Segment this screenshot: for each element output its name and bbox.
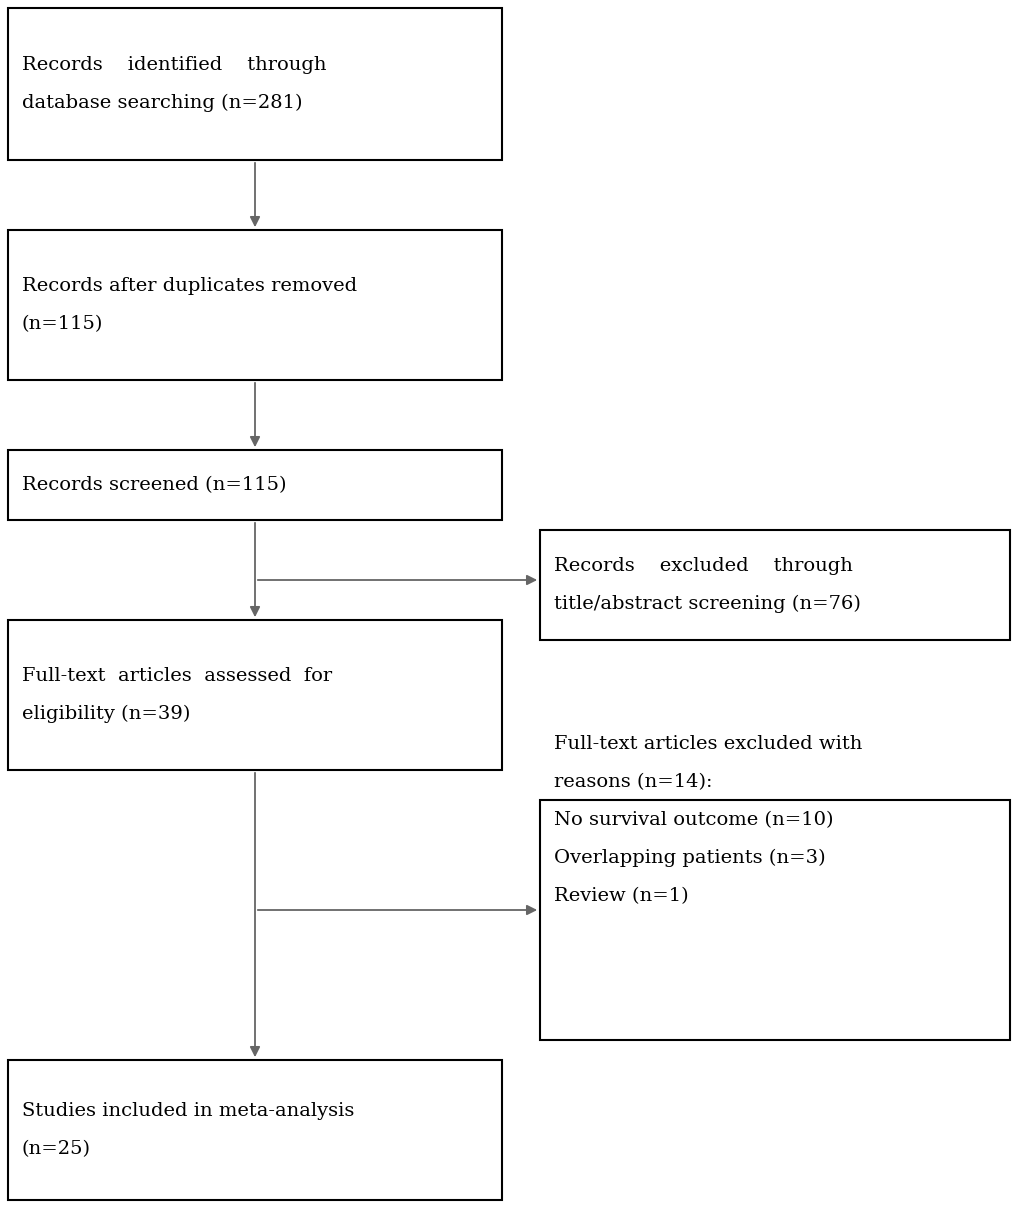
- Bar: [8, 620, 501, 770]
- Text: Records    excluded    through: Records excluded through: [553, 557, 852, 575]
- Text: No survival outcome (n=10): No survival outcome (n=10): [553, 811, 833, 829]
- Bar: [539, 800, 1009, 1040]
- Text: Full-text  articles  assessed  for: Full-text articles assessed for: [22, 667, 332, 686]
- Text: (n=115): (n=115): [22, 316, 103, 332]
- Text: Records after duplicates removed: Records after duplicates removed: [22, 277, 357, 295]
- Bar: [8, 8, 501, 160]
- Text: Full-text articles excluded with: Full-text articles excluded with: [553, 735, 861, 753]
- Text: Studies included in meta-analysis: Studies included in meta-analysis: [22, 1101, 354, 1120]
- Text: eligibility (n=39): eligibility (n=39): [22, 705, 191, 723]
- Text: Overlapping patients (n=3): Overlapping patients (n=3): [553, 849, 824, 867]
- Text: (n=25): (n=25): [22, 1140, 91, 1158]
- Text: database searching (n=281): database searching (n=281): [22, 94, 303, 112]
- Text: title/abstract screening (n=76): title/abstract screening (n=76): [553, 595, 860, 613]
- Text: reasons (n=14):: reasons (n=14):: [553, 773, 712, 791]
- Bar: [8, 230, 501, 380]
- Bar: [8, 1060, 501, 1201]
- Text: Records    identified    through: Records identified through: [22, 56, 326, 74]
- Text: Review (n=1): Review (n=1): [553, 887, 688, 906]
- Bar: [539, 530, 1009, 640]
- Text: Records screened (n=115): Records screened (n=115): [22, 476, 286, 494]
- Bar: [8, 450, 501, 520]
